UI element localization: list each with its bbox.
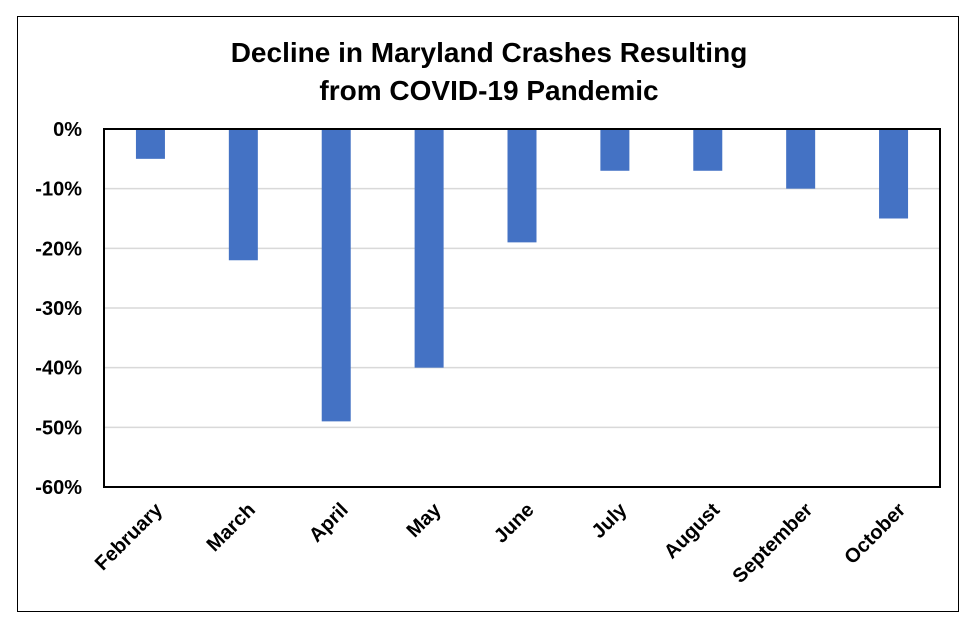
x-axis-tick-labels: February March April May June July August Septe… bbox=[91, 498, 910, 587]
chart-title: Decline in Maryland Crashes Resulting fr… bbox=[0, 34, 978, 110]
y-tick-label: -30% bbox=[35, 298, 82, 320]
y-tick-label: -20% bbox=[35, 238, 82, 260]
y-tick-label: -10% bbox=[35, 179, 82, 201]
bar-april bbox=[321, 129, 351, 422]
x-tick-label-october: October bbox=[840, 499, 910, 569]
x-tick-label-august: August bbox=[660, 499, 725, 564]
y-tick-label: -50% bbox=[35, 417, 82, 439]
chart-title-line-2: from COVID-19 Pandemic bbox=[319, 75, 659, 106]
chart-title-line-1: Decline in Maryland Crashes Resulting bbox=[230, 37, 748, 68]
bar-september bbox=[786, 129, 816, 189]
y-tick-label: -60% bbox=[35, 477, 82, 499]
chart-frame bbox=[17, 16, 959, 612]
x-tick-label-march: March bbox=[203, 499, 260, 556]
x-tick-label-july: July bbox=[588, 498, 632, 542]
y-tick-label: 0% bbox=[53, 119, 82, 141]
y-tick-label: -40% bbox=[35, 358, 82, 380]
bar-july bbox=[600, 129, 630, 171]
bar-may bbox=[414, 129, 444, 368]
x-tick-label-september: September bbox=[729, 499, 818, 588]
x-tick-label-february: February bbox=[91, 498, 168, 575]
x-tick-label-april: April bbox=[305, 499, 353, 547]
bar-october bbox=[879, 129, 909, 219]
x-tick-label-june: June bbox=[490, 499, 539, 548]
bar-august bbox=[693, 129, 723, 171]
bar-march bbox=[228, 129, 258, 261]
x-tick-label-may: May bbox=[403, 498, 447, 542]
y-axis-tick-labels: 0% -10% -20% -30% -40% -50% -60% bbox=[35, 119, 82, 499]
bar-june bbox=[507, 129, 537, 243]
bars bbox=[135, 129, 909, 422]
bar-february bbox=[135, 129, 165, 159]
plot-area-border bbox=[103, 128, 941, 488]
